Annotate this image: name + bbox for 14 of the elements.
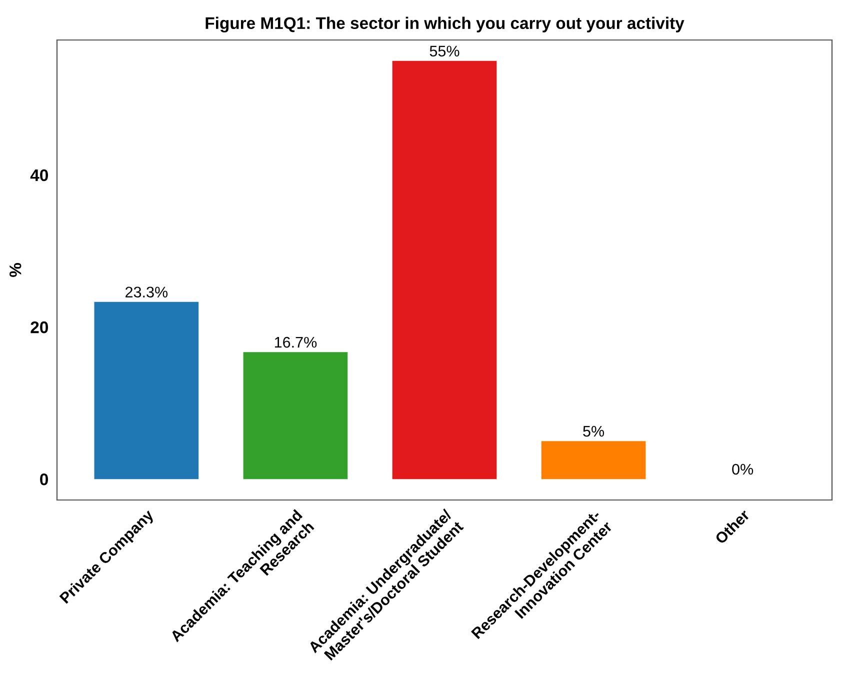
bar	[243, 352, 348, 480]
bar	[392, 60, 497, 480]
data-label: 16.7%	[274, 336, 317, 348]
data-label: 0%	[732, 464, 754, 475]
y-tick-label: 40	[30, 169, 48, 182]
data-label: 23.3%	[126, 286, 168, 298]
data-label: 55%	[430, 46, 460, 56]
chart-title: Figure M1Q1: The sector in which you carry out your activity	[206, 16, 684, 32]
data-label: 5%	[583, 426, 604, 437]
y-axis-title: %	[10, 263, 22, 277]
bar	[94, 302, 199, 480]
bar	[541, 441, 646, 480]
y-tick-label: 0	[40, 473, 48, 486]
y-tick-label: 20	[30, 321, 48, 334]
